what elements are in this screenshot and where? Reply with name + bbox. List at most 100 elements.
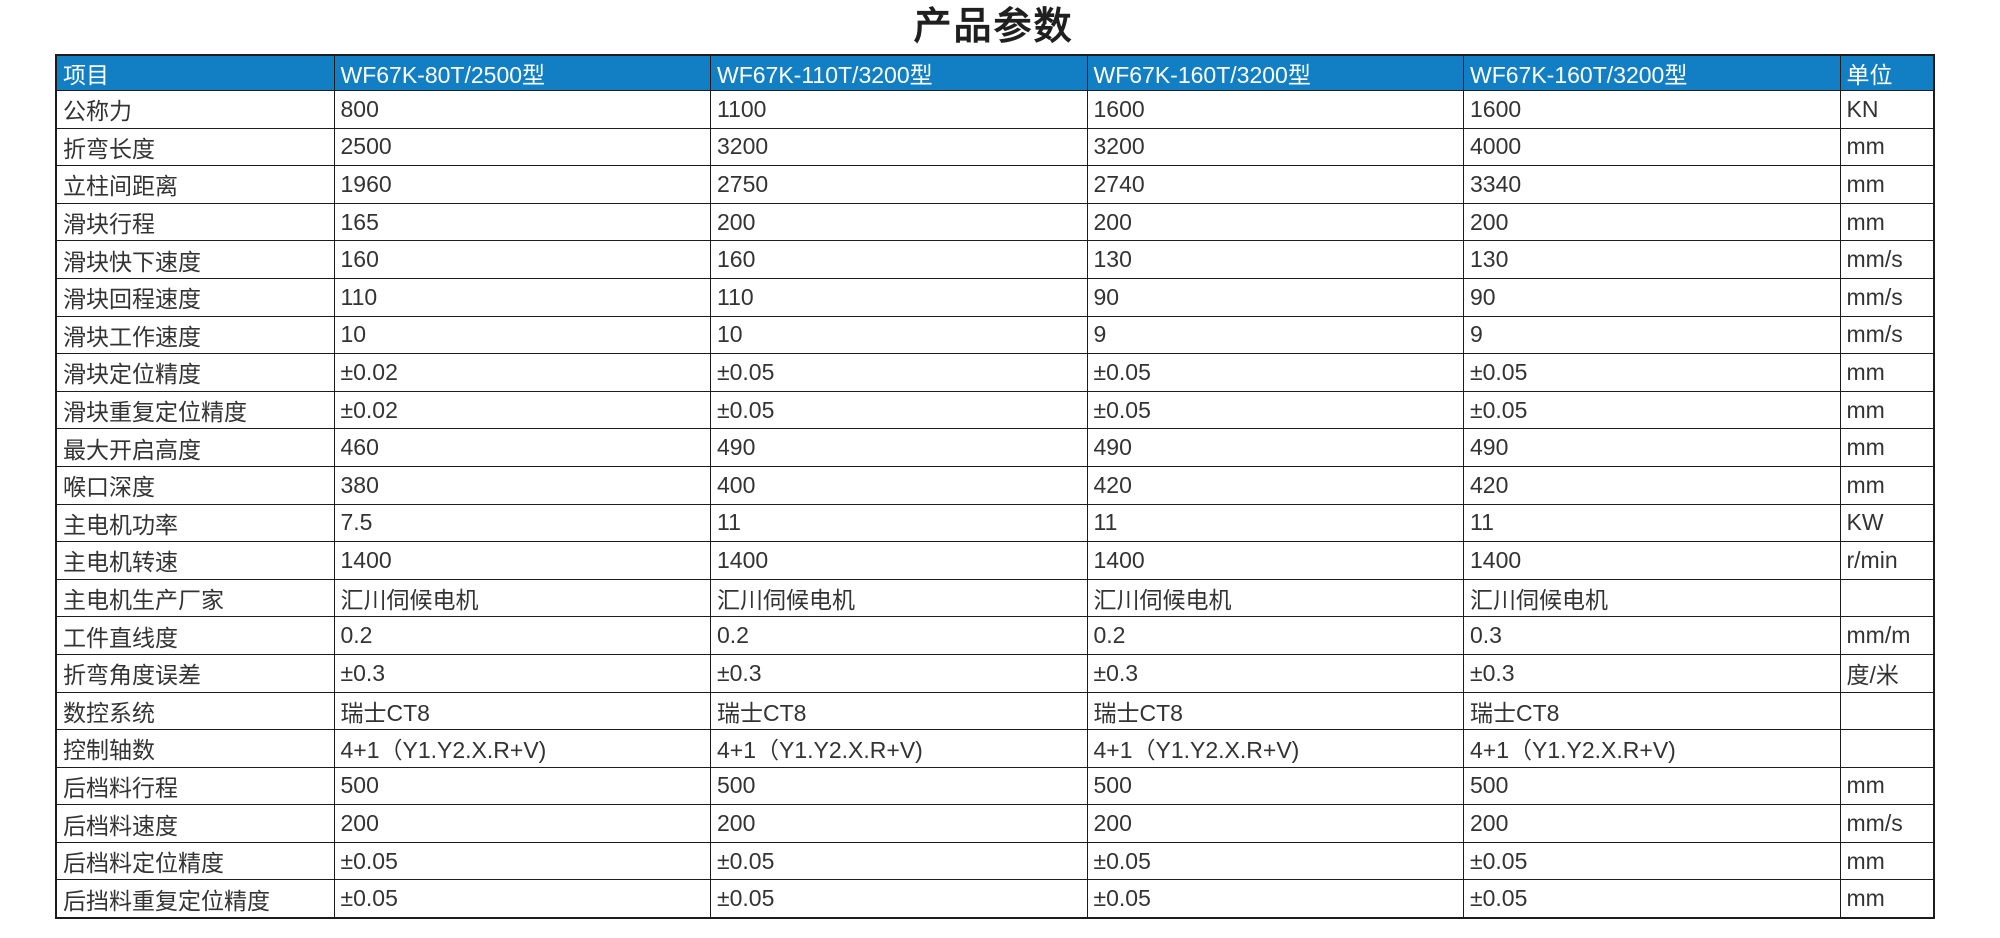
- column-header-model-1: WF67K-80T/2500型: [333, 54, 711, 91]
- unit-cell: KW: [1839, 503, 1935, 543]
- table-row: 后档料行程 500 500 500 500 mm: [55, 766, 1935, 806]
- cell-value: 800: [333, 90, 711, 129]
- cell-value: 460: [333, 428, 711, 467]
- column-header-model-3: WF67K-160T/3200型: [1086, 54, 1464, 91]
- row-label: 后档料速度: [55, 804, 335, 843]
- cell-value: 10: [710, 315, 1088, 355]
- cell-value: 4+1（Y1.Y2.X.R+V): [710, 729, 1088, 768]
- unit-cell: r/min: [1839, 541, 1935, 580]
- row-label: 滑块工作速度: [55, 315, 335, 355]
- cell-value: ±0.05: [333, 879, 711, 919]
- unit-cell: mm: [1839, 165, 1935, 204]
- unit-cell: KN: [1839, 90, 1935, 129]
- cell-value: 160: [333, 240, 711, 279]
- cell-value: 1600: [1463, 90, 1841, 129]
- table-row: 最大开启高度 460 490 490 490 mm: [55, 428, 1935, 467]
- row-label: 喉口深度: [55, 465, 335, 505]
- unit-cell: mm/s: [1839, 240, 1935, 279]
- cell-value: ±0.02: [333, 353, 711, 392]
- cell-value: 瑞士CT8: [1463, 691, 1841, 731]
- cell-value: 1400: [1463, 541, 1841, 580]
- row-label: 主电机生产厂家: [55, 578, 335, 618]
- cell-value: 2750: [710, 165, 1088, 204]
- cell-value: ±0.05: [1086, 390, 1464, 430]
- cell-value: 160: [710, 240, 1088, 279]
- cell-value: 4+1（Y1.Y2.X.R+V): [1086, 729, 1464, 768]
- unit-cell: [1839, 691, 1935, 731]
- cell-value: 9: [1463, 315, 1841, 355]
- cell-value: ±0.3: [1086, 653, 1464, 693]
- column-header-unit: 单位: [1839, 54, 1935, 91]
- row-label: 最大开启高度: [55, 428, 335, 467]
- row-label: 滑块重复定位精度: [55, 390, 335, 430]
- row-label: 后档料行程: [55, 766, 335, 806]
- row-label: 滑块回程速度: [55, 277, 335, 317]
- cell-value: 200: [1086, 804, 1464, 843]
- cell-value: ±0.3: [1463, 653, 1841, 693]
- unit-cell: 度/米: [1839, 653, 1935, 693]
- row-label: 滑块定位精度: [55, 353, 335, 392]
- cell-value: 汇川伺候电机: [333, 578, 711, 618]
- cell-value: 0.2: [710, 616, 1088, 655]
- table-row: 主电机转速 1400 1400 1400 1400 r/min: [55, 541, 1935, 580]
- unit-cell: mm: [1839, 353, 1935, 392]
- row-label: 公称力: [55, 90, 335, 129]
- cell-value: 1400: [1086, 541, 1464, 580]
- cell-value: 汇川伺候电机: [1086, 578, 1464, 618]
- cell-value: 500: [1086, 766, 1464, 806]
- cell-value: 3200: [1086, 127, 1464, 167]
- cell-value: 9: [1086, 315, 1464, 355]
- cell-value: 1400: [333, 541, 711, 580]
- table-row: 主电机生产厂家 汇川伺候电机 汇川伺候电机 汇川伺候电机 汇川伺候电机: [55, 578, 1935, 618]
- table-body: 公称力 800 1100 1600 1600 KN 折弯长度 2500 3200…: [55, 90, 1935, 919]
- cell-value: ±0.05: [710, 390, 1088, 430]
- unit-cell: [1839, 729, 1935, 768]
- cell-value: 1400: [710, 541, 1088, 580]
- table-row: 滑块行程 165 200 200 200 mm: [55, 202, 1935, 242]
- unit-cell: mm: [1839, 428, 1935, 467]
- cell-value: 2740: [1086, 165, 1464, 204]
- row-label: 后挡料重复定位精度: [55, 879, 335, 919]
- row-label: 后档料定位精度: [55, 841, 335, 881]
- unit-cell: mm/s: [1839, 277, 1935, 317]
- cell-value: 490: [710, 428, 1088, 467]
- table-row: 公称力 800 1100 1600 1600 KN: [55, 90, 1935, 129]
- cell-value: 90: [1463, 277, 1841, 317]
- table-row: 后挡料重复定位精度 ±0.05 ±0.05 ±0.05 ±0.05 mm: [55, 879, 1935, 919]
- cell-value: ±0.3: [710, 653, 1088, 693]
- cell-value: 200: [1463, 804, 1841, 843]
- table-row: 工件直线度 0.2 0.2 0.2 0.3 mm/m: [55, 616, 1935, 655]
- cell-value: 500: [333, 766, 711, 806]
- table-row: 喉口深度 380 400 420 420 mm: [55, 465, 1935, 505]
- row-label: 控制轴数: [55, 729, 335, 768]
- cell-value: ±0.05: [1086, 841, 1464, 881]
- cell-value: 500: [710, 766, 1088, 806]
- table-row: 折弯长度 2500 3200 3200 4000 mm: [55, 127, 1935, 167]
- cell-value: 500: [1463, 766, 1841, 806]
- unit-cell: mm: [1839, 202, 1935, 242]
- cell-value: 110: [710, 277, 1088, 317]
- cell-value: 490: [1086, 428, 1464, 467]
- cell-value: ±0.05: [1463, 879, 1841, 919]
- table-row: 后档料定位精度 ±0.05 ±0.05 ±0.05 ±0.05 mm: [55, 841, 1935, 881]
- cell-value: 420: [1463, 465, 1841, 505]
- row-label: 数控系统: [55, 691, 335, 731]
- unit-cell: mm: [1839, 127, 1935, 167]
- column-header-model-4: WF67K-160T/3200型: [1463, 54, 1841, 91]
- unit-cell: mm: [1839, 879, 1935, 919]
- cell-value: 瑞士CT8: [710, 691, 1088, 731]
- cell-value: 4000: [1463, 127, 1841, 167]
- parameters-table: 项目 WF67K-80T/2500型 WF67K-110T/3200型 WF67…: [55, 54, 1935, 920]
- cell-value: 4+1（Y1.Y2.X.R+V): [333, 729, 711, 768]
- table-row: 立柱间距离 1960 2750 2740 3340 mm: [55, 165, 1935, 204]
- page-title: 产品参数: [913, 6, 1074, 48]
- cell-value: 420: [1086, 465, 1464, 505]
- cell-value: ±0.05: [710, 879, 1088, 919]
- unit-cell: mm: [1839, 390, 1935, 430]
- table-row: 数控系统 瑞士CT8 瑞士CT8 瑞士CT8 瑞士CT8: [55, 691, 1935, 731]
- cell-value: 165: [333, 202, 711, 242]
- cell-value: 90: [1086, 277, 1464, 317]
- header-row: 项目 WF67K-80T/2500型 WF67K-110T/3200型 WF67…: [55, 54, 1935, 91]
- cell-value: ±0.02: [333, 390, 711, 430]
- table-row: 滑块回程速度 110 110 90 90 mm/s: [55, 277, 1935, 317]
